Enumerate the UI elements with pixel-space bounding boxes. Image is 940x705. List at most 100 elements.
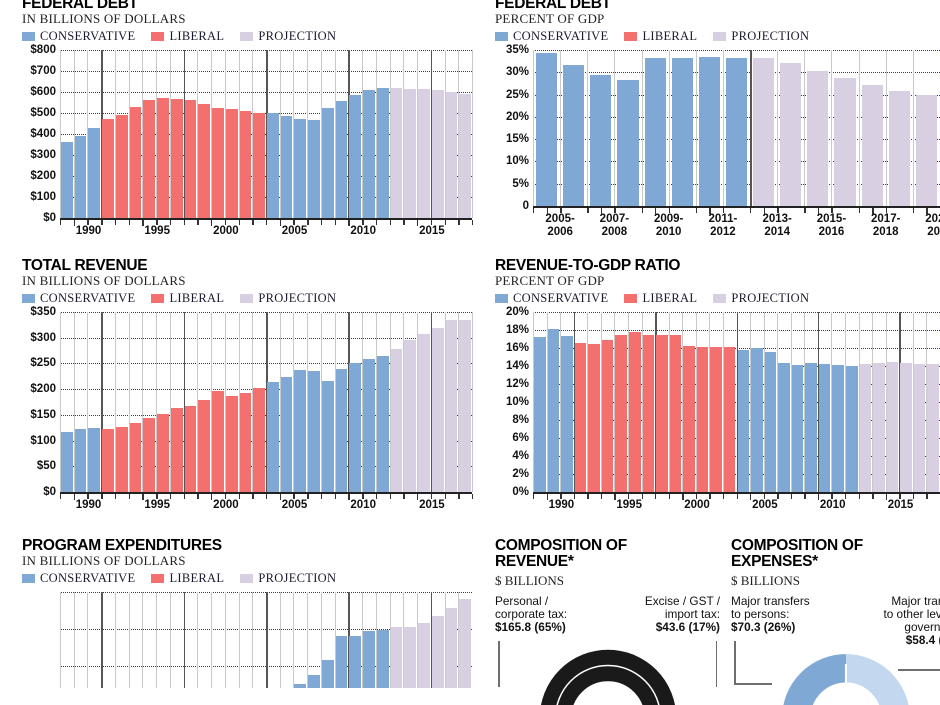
legend-swatch-projection — [713, 32, 727, 41]
y-axis-tick-label: 2% — [512, 468, 529, 480]
callout-label-line-1: Excise / GST / — [644, 594, 720, 608]
x-axis-tick — [587, 208, 589, 213]
vertical-gridline — [169, 312, 171, 492]
x-axis-tick — [655, 208, 657, 214]
x-axis-tick — [600, 494, 603, 499]
x-axis-tick — [695, 494, 698, 499]
vertical-gridline — [362, 50, 364, 218]
bar — [459, 599, 471, 688]
x-axis-tick — [831, 208, 833, 213]
chart-legend: CONSERVATIVE LIBERAL PROJECTION — [495, 29, 940, 44]
bar — [74, 429, 87, 492]
vertical-gridline — [777, 312, 779, 492]
vertical-gridline — [668, 312, 670, 492]
x-axis-tick-label: 2009- 2010 — [653, 213, 684, 238]
bar — [363, 90, 375, 218]
y-axis-tick-label: $0 — [43, 486, 56, 498]
y-axis-tick-label: 35% — [505, 44, 529, 56]
legend-swatch-projection — [713, 294, 727, 303]
bar — [143, 418, 156, 492]
legend-item-projection: PROJECTION — [240, 29, 336, 44]
chart-legend: CONSERVATIVE LIBERAL PROJECTION — [22, 571, 472, 586]
chart-subtitle: IN BILLIONS OF DOLLARS — [22, 553, 186, 568]
vertical-gridline — [403, 50, 405, 218]
vertical-gridline — [334, 50, 336, 218]
x-axis-tick — [546, 208, 548, 214]
bar — [404, 339, 417, 492]
legend-label-conservative: CONSERVATIVE — [40, 29, 136, 43]
bar — [445, 320, 458, 492]
bar — [404, 88, 417, 218]
vertical-gridline — [926, 312, 928, 492]
x-axis-tick-label: 2005- 2006 — [545, 213, 575, 238]
x-axis-tick — [87, 220, 89, 225]
x-axis-tick — [750, 208, 752, 213]
bar — [873, 363, 885, 492]
bar — [321, 381, 334, 492]
x-axis-tick — [668, 494, 671, 499]
x-axis-tick — [472, 494, 474, 499]
donut-title-line2: REVENUE* — [495, 552, 574, 570]
x-axis-tick — [912, 208, 915, 213]
vertical-gridline — [307, 312, 309, 492]
leader-line-right — [715, 641, 717, 687]
vertical-gridline — [668, 50, 670, 206]
x-axis-tick — [831, 494, 833, 499]
vertical-gridline — [790, 312, 792, 492]
chart-panel-revenue-to-gdp: REVENUE-TO-GDP RATIO PERCENT OF GDP CONS… — [495, 258, 940, 511]
callout-label-line-2: import tax: — [664, 607, 720, 621]
vertical-gridline — [403, 312, 405, 492]
x-axis-tick — [307, 494, 309, 499]
bar — [170, 99, 183, 218]
bar — [669, 334, 682, 492]
bar — [900, 363, 912, 492]
x-axis-tick — [458, 220, 460, 225]
x-axis-tick-label: 2015 — [419, 225, 445, 237]
callout-label-line-2: to persons: — [731, 607, 790, 621]
x-axis-tick-label: 1990 — [75, 499, 102, 511]
bar — [913, 364, 926, 492]
chart-legend: CONSERVATIVE LIBERAL PROJECTION — [495, 291, 940, 306]
x-axis-tick — [334, 220, 337, 225]
vertical-gridline — [60, 50, 61, 218]
bar — [888, 91, 910, 206]
x-axis-tick — [279, 220, 282, 225]
x-axis-tick — [197, 220, 199, 225]
chart-title: TOTAL REVENUE — [22, 257, 148, 274]
bar — [335, 101, 348, 218]
x-axis-tick — [573, 494, 576, 499]
bar — [590, 75, 612, 206]
vertical-gridline — [709, 312, 711, 492]
legend-label-projection: PROJECTION — [258, 291, 337, 305]
x-axis-line — [533, 206, 940, 208]
y-axis-tick-label: 8% — [512, 414, 529, 426]
vertical-gridline — [307, 592, 309, 688]
bar — [418, 623, 430, 688]
x-axis-tick — [682, 494, 684, 499]
period-divider — [183, 50, 186, 218]
chart-panel-total-revenue: TOTAL REVENUE IN BILLIONS OF DOLLARS CON… — [22, 257, 474, 511]
bar — [143, 100, 156, 218]
y-axis-tick-label: 20% — [505, 306, 529, 318]
period-divider — [736, 312, 739, 492]
x-axis-tick — [169, 220, 172, 225]
plot-area: $0 $100 $200 $300 $400 $500 $600 $700 $800 1990 19… — [30, 44, 474, 237]
bar — [184, 405, 197, 492]
legend-item-conservative: CONSERVATIVE — [22, 291, 135, 306]
bar — [628, 331, 641, 492]
vertical-gridline — [722, 312, 724, 492]
chart-title: FEDERAL DEBT — [22, 0, 138, 12]
vertical-gridline — [858, 312, 860, 492]
vertical-gridline — [587, 50, 589, 206]
x-axis-tick — [587, 494, 589, 499]
vertical-gridline — [87, 50, 89, 218]
callout-amount: $70.3 (26%) — [731, 620, 796, 634]
bar — [459, 93, 471, 218]
bar — [239, 111, 252, 218]
donut-panel-composition-of-revenue: COMPOSITION OF REVENUE* $ BILLIONS Perso… — [495, 538, 720, 705]
x-axis-tick — [60, 220, 62, 225]
vertical-gridline — [320, 592, 322, 688]
bar — [308, 370, 320, 492]
bar — [547, 329, 560, 492]
callout-label-line-3: government: — [904, 620, 940, 634]
